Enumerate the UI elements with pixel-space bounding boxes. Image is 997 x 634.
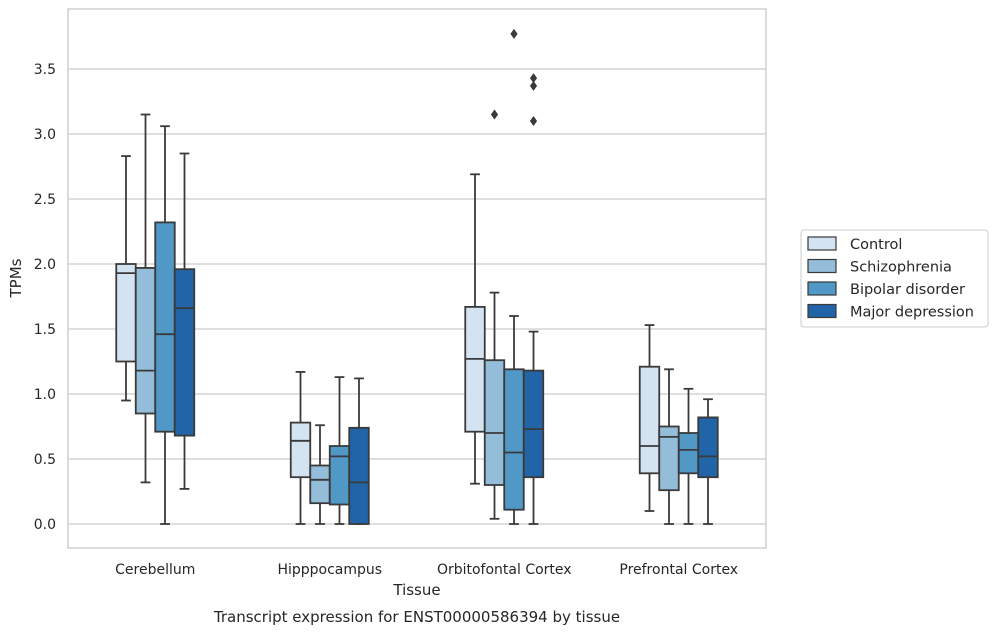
- legend-label: Bipolar disorder: [850, 282, 965, 298]
- box-iqr: [349, 428, 369, 524]
- y-tick-label: 1.0: [34, 387, 56, 403]
- box-iqr: [175, 269, 195, 435]
- box-iqr: [485, 360, 505, 485]
- y-tick-label: 2.5: [34, 192, 56, 208]
- box-iqr: [155, 222, 175, 431]
- legend-swatch: [808, 260, 836, 273]
- box-iqr: [640, 367, 660, 474]
- legend-label: Major depression: [850, 305, 974, 321]
- box-iqr: [310, 466, 330, 504]
- y-tick-label: 0.0: [34, 517, 56, 533]
- x-tick-label: Hipppocampus: [277, 562, 382, 578]
- y-axis-title: TPMs: [7, 258, 25, 298]
- box-iqr: [504, 369, 524, 509]
- x-tick-label: Orbitofontal Cortex: [437, 562, 572, 578]
- box-plot-figure: 0.0 0.5 1.0 1.5 2.0 2.5 3.0 3.5 Cerebellum Hippp…: [0, 0, 997, 634]
- x-axis-title: Tissue: [392, 581, 440, 599]
- x-tick-label: Cerebellum: [115, 562, 195, 578]
- legend: Control Schizophrenia Bipolar disorder Majo…: [801, 230, 988, 327]
- y-tick-label: 1.5: [34, 322, 56, 338]
- x-tick-label: Prefrontal Cortex: [619, 562, 738, 578]
- box-iqr: [524, 371, 544, 478]
- box-iqr: [330, 446, 350, 505]
- legend-label: Control: [850, 237, 902, 253]
- legend-label: Schizophrenia: [850, 260, 952, 276]
- y-tick-label: 3.5: [34, 62, 56, 78]
- figure-caption: Transcript expression for ENST0000058639…: [213, 608, 620, 626]
- y-tick-label: 2.0: [34, 257, 56, 273]
- box-iqr: [465, 307, 485, 432]
- box-iqr: [291, 423, 311, 478]
- y-tick-label: 0.5: [34, 452, 56, 468]
- legend-swatch: [808, 237, 836, 250]
- legend-swatch: [808, 305, 836, 318]
- box-iqr: [698, 417, 718, 477]
- box-iqr: [136, 268, 156, 414]
- y-tick-label: 3.0: [34, 127, 56, 143]
- legend-swatch: [808, 282, 836, 295]
- box-iqr: [679, 433, 699, 473]
- box-iqr: [116, 264, 136, 362]
